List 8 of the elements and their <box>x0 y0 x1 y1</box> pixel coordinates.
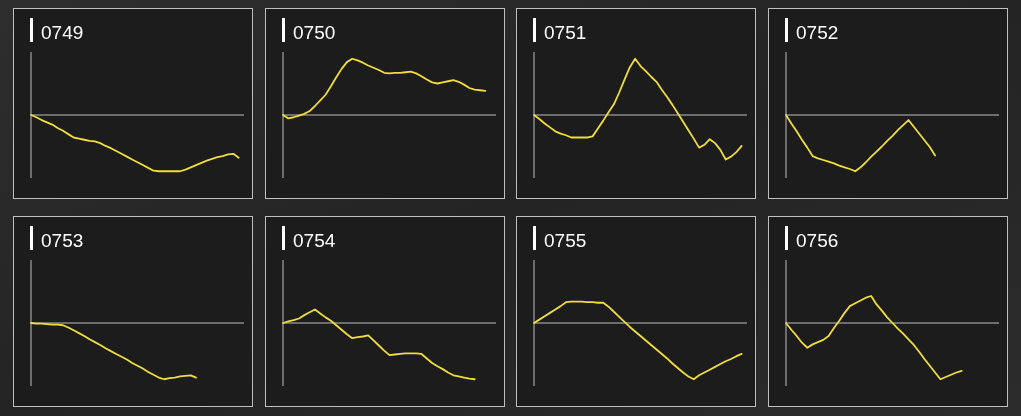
chart-title: 0753 <box>41 230 84 251</box>
chart-title: 0751 <box>544 22 587 43</box>
chart-title: 0752 <box>796 22 839 43</box>
chart-title: 0750 <box>293 22 336 43</box>
chart-title: 0755 <box>544 230 587 251</box>
chart-title: 0754 <box>293 230 336 251</box>
chart-title: 0756 <box>796 230 839 251</box>
chart-title: 0749 <box>41 22 84 43</box>
